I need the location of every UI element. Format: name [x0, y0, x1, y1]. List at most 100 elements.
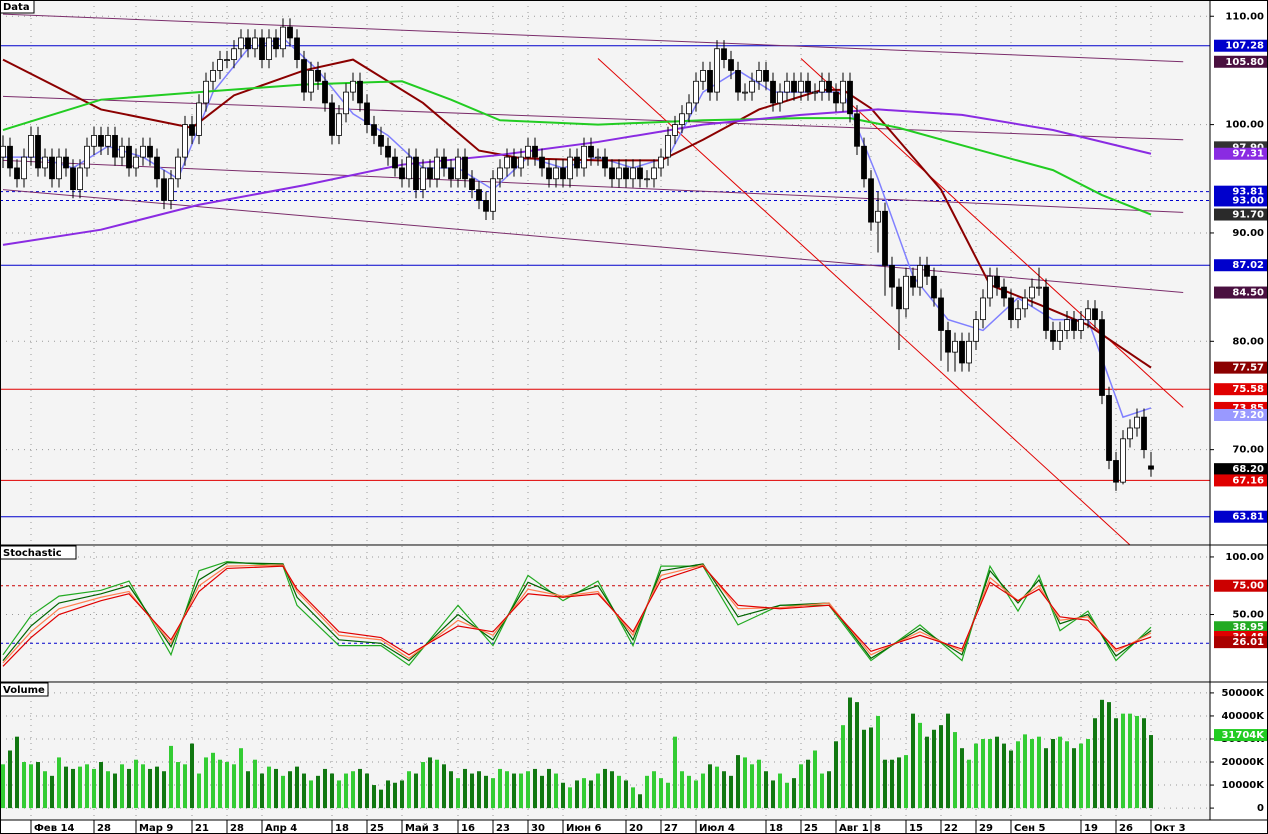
volume-bar: [820, 773, 824, 809]
candle-body: [1078, 319, 1084, 331]
stochastic-line: [2, 565, 1152, 667]
price-label: 97.31: [1232, 149, 1264, 160]
volume-bar: [841, 725, 845, 809]
candle-body: [1064, 319, 1070, 331]
volume-bar: [477, 771, 481, 809]
volume-bar: [736, 755, 740, 809]
candle-body: [994, 275, 1000, 288]
candle-body: [301, 59, 307, 93]
price-label-box: [1214, 729, 1267, 742]
candle-body: [812, 91, 818, 94]
price-label-box: [1214, 259, 1267, 272]
volume-bar: [351, 771, 355, 809]
volume-bar: [603, 768, 607, 809]
trend-line: [2, 159, 1184, 213]
volume-bar: [974, 743, 978, 809]
volume-bar: [134, 759, 138, 809]
volume-bar: [834, 741, 838, 809]
candle-body: [581, 145, 587, 169]
candle-body: [203, 80, 209, 104]
volume-bar: [631, 787, 635, 809]
price-label: 91.70: [1232, 210, 1264, 221]
price-label: 67.16: [1232, 475, 1264, 486]
x-tick-label: 26: [1119, 823, 1133, 834]
candle-body: [1008, 297, 1014, 321]
candle-body: [126, 145, 132, 169]
volume-bar: [708, 764, 712, 809]
candle-body: [700, 70, 706, 82]
volume-bar: [666, 782, 670, 809]
candle-body: [1043, 286, 1049, 331]
candle-body: [651, 167, 657, 180]
panel-title: Data: [3, 2, 30, 13]
price-label-box: [1214, 579, 1267, 592]
candle-body: [434, 156, 440, 180]
price-label: 73.85: [1232, 403, 1264, 414]
volume-bar: [1079, 743, 1083, 809]
x-tick-label: 30: [531, 823, 545, 834]
candle-body: [350, 80, 356, 93]
y-tick-label: 20000K: [1221, 757, 1265, 768]
candle-body: [784, 80, 790, 93]
volume-bar: [827, 771, 831, 809]
volume-bar: [897, 757, 901, 809]
y-tick-label: 70.00: [1232, 445, 1264, 456]
candle-body: [819, 80, 825, 93]
volume-bar: [806, 759, 810, 809]
volume-bar: [911, 713, 915, 809]
panel-title-box: [0, 545, 77, 560]
volume-bar: [400, 780, 404, 809]
candle-body: [35, 135, 41, 169]
volume-bar: [1100, 699, 1104, 809]
volume-bar: [869, 727, 873, 809]
volume-bar: [288, 771, 292, 809]
volume-bar: [617, 775, 621, 809]
candle-body: [714, 48, 720, 93]
volume-bar: [701, 773, 705, 809]
volume-bar: [1149, 735, 1153, 809]
volume-bar: [470, 773, 474, 809]
price-label: 73.20: [1232, 410, 1264, 421]
candle-body: [798, 80, 804, 93]
x-tick-label: 21: [195, 823, 209, 834]
candle-body: [0, 145, 6, 158]
volume-bar: [176, 762, 180, 809]
x-tick-label: Май 3: [405, 823, 439, 834]
candle-body: [952, 340, 958, 353]
volume-bar: [435, 759, 439, 809]
price-label-box: [1214, 636, 1267, 649]
price-label-box: [1214, 510, 1267, 523]
volume-bar: [449, 771, 453, 809]
volume-bar: [848, 697, 852, 809]
volume-bar: [1051, 738, 1055, 809]
volume-bar: [92, 768, 96, 809]
candle-body: [469, 178, 475, 191]
price-panel: [0, 0, 1210, 545]
candle-body: [364, 102, 370, 126]
candle-body: [889, 265, 895, 288]
candle-body: [721, 48, 727, 60]
candle-body: [427, 167, 433, 180]
x-tick-label: 23: [496, 823, 510, 834]
candle-body: [707, 70, 713, 93]
candle-body: [1106, 395, 1112, 461]
volume-bar: [120, 764, 124, 809]
candle-body: [322, 80, 328, 104]
volume-bar: [876, 715, 880, 809]
volume-bar: [722, 771, 726, 809]
candle-body: [686, 102, 692, 115]
candle-body: [1050, 330, 1056, 342]
volume-bar: [1114, 718, 1118, 809]
candle-body: [497, 167, 503, 180]
candle-body: [602, 156, 608, 169]
candle-body: [826, 80, 832, 93]
candle-body: [462, 156, 468, 180]
price-label: 87.02: [1232, 260, 1264, 271]
volume-bar: [260, 773, 264, 809]
trend-line: [2, 13, 1184, 63]
candle-body: [399, 167, 405, 180]
volume-bar: [729, 775, 733, 809]
x-tick-label: Мар 9: [139, 823, 173, 834]
price-label: 63.81: [1232, 512, 1264, 523]
price-label: 105.80: [1225, 57, 1264, 68]
